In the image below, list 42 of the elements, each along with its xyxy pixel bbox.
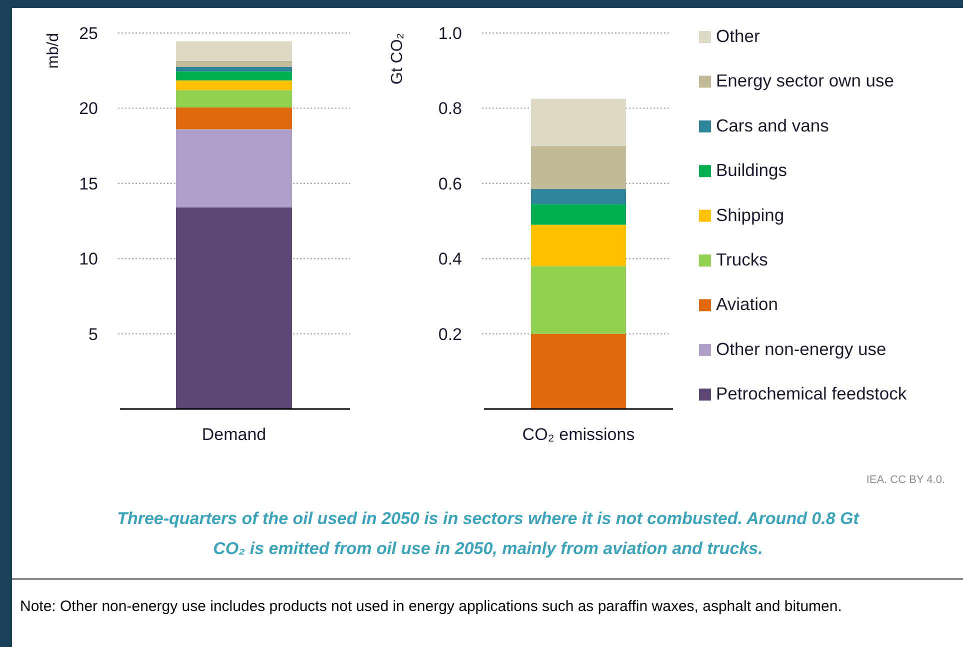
bar: [176, 71, 292, 80]
bar: [531, 146, 626, 190]
text: Note: Other non-energy use includes products not used in energy applications such as paraffin waxes, asphalt and bitumen.: [20, 598, 842, 615]
y-tick-label: 15: [79, 174, 98, 194]
y-tick-label: 20: [79, 99, 98, 118]
text: Three-quarters of the oil used in 2050 is in sectors where it is not combusted. Around 0.8 Gt CO₂ is emitted from oil use in 2050, mainly from aviation and trucks.: [117, 509, 860, 558]
bar: [531, 204, 626, 225]
bar: [176, 60, 292, 67]
legend-label: Shipping: [716, 204, 784, 225]
y-axis-title: mb/d: [45, 33, 62, 69]
y-tick-label: 0.6: [438, 174, 462, 194]
bar: [531, 189, 626, 204]
y-axis-title: Gt CO₂: [389, 33, 406, 85]
y-tick-label: 0.8: [438, 99, 462, 118]
bar: [176, 207, 292, 409]
legend-label: Petrochemical feedstock: [716, 384, 907, 404]
x-tick-label: CO₂ emissions: [522, 425, 635, 444]
legend-label: Aviation: [716, 294, 778, 314]
bar: [531, 98, 626, 146]
legend-label: Other non-energy use: [716, 338, 886, 359]
bar: [531, 266, 626, 334]
bar: [531, 334, 626, 409]
legend-label: Other: [716, 26, 760, 46]
y-tick-label: 10: [79, 250, 98, 269]
bar: [176, 107, 292, 130]
bar: [176, 90, 292, 108]
y-tick-label: 1.0: [438, 24, 462, 43]
y-tick-label: 25: [79, 24, 98, 43]
y-tick-label: 0.2: [438, 324, 462, 344]
legend-label: Buildings: [716, 160, 788, 180]
bar: [176, 129, 292, 208]
bar: [176, 80, 292, 90]
y-tick-label: 5: [88, 324, 98, 344]
y-tick-label: 0.4: [438, 250, 462, 269]
x-tick-label: Demand: [202, 425, 266, 444]
bar: [176, 41, 292, 61]
legend-label: Trucks: [716, 250, 768, 270]
text: IEA. CC BY 4.0.: [866, 474, 945, 486]
legend-label: Energy sector own use: [716, 70, 894, 91]
bar: [531, 224, 626, 266]
legend-label: Cars and vans: [716, 115, 830, 136]
bar: [176, 66, 292, 72]
